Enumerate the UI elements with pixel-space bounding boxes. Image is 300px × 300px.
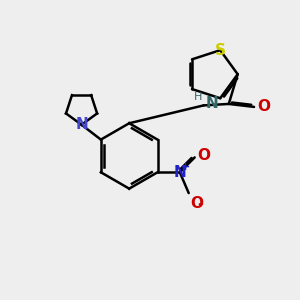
Text: N: N	[173, 165, 186, 180]
Text: N: N	[206, 96, 219, 111]
Text: O: O	[258, 99, 271, 114]
Text: H: H	[194, 92, 202, 102]
Text: N: N	[75, 117, 88, 132]
Text: +: +	[181, 162, 190, 172]
Text: O: O	[198, 148, 211, 164]
Text: O: O	[190, 196, 203, 211]
Text: -: -	[197, 197, 203, 211]
Text: S: S	[215, 43, 226, 58]
